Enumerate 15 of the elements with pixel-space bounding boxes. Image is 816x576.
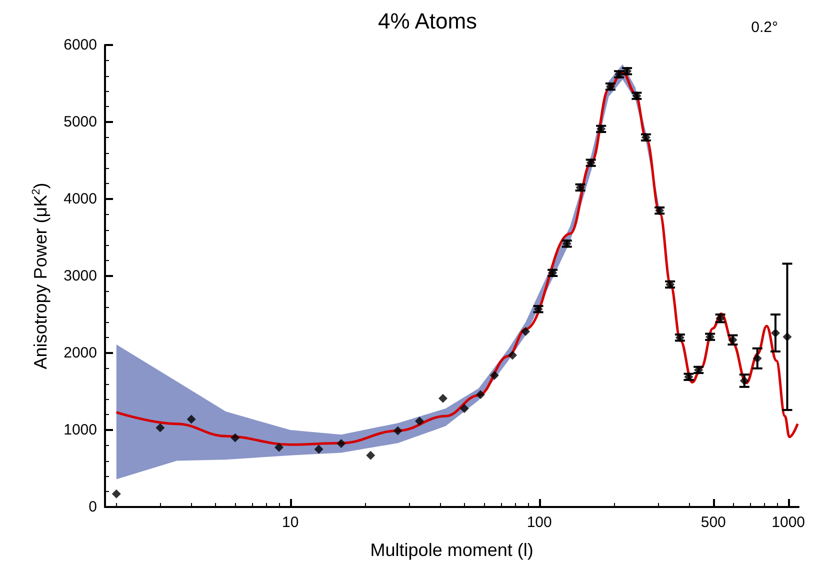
y-tick-label: 1000 bbox=[64, 422, 97, 438]
y-tick-label: 5000 bbox=[64, 114, 97, 130]
y-tick-label: 0 bbox=[88, 498, 97, 516]
y-tick-label: 3000 bbox=[64, 268, 97, 284]
y-tick-label: 4000 bbox=[64, 190, 97, 208]
x-axis-title: Multipole moment (l) bbox=[370, 540, 534, 560]
y-axis-title: Anisotropy Power (μK2) bbox=[30, 182, 50, 370]
y-tick-label: 2000 bbox=[64, 344, 97, 362]
x-tick-label: 1000 bbox=[772, 514, 806, 531]
x-tick-label: 10 bbox=[282, 514, 299, 531]
text: 0.2° bbox=[751, 19, 778, 36]
x-tick-label: 500 bbox=[700, 514, 726, 531]
text: 4% Atoms bbox=[378, 8, 478, 34]
x-tick-label: 100 bbox=[526, 514, 552, 531]
y-tick-label: 6000 bbox=[64, 36, 97, 54]
